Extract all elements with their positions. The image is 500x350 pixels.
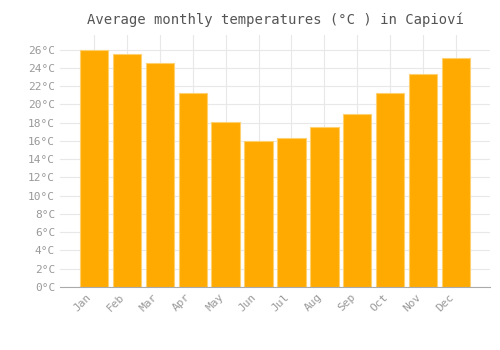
Bar [112,54,140,287]
Bar [178,93,206,287]
Bar [80,50,108,287]
Bar [278,138,305,287]
Bar [344,113,371,287]
Bar [376,92,404,287]
Bar [244,141,272,287]
Bar [146,63,174,287]
Bar [212,122,240,287]
Bar [442,58,470,287]
Title: Average monthly temperatures (°C ) in Capioví: Average monthly temperatures (°C ) in Ca… [86,12,464,27]
Bar [310,127,338,287]
Bar [410,74,438,287]
